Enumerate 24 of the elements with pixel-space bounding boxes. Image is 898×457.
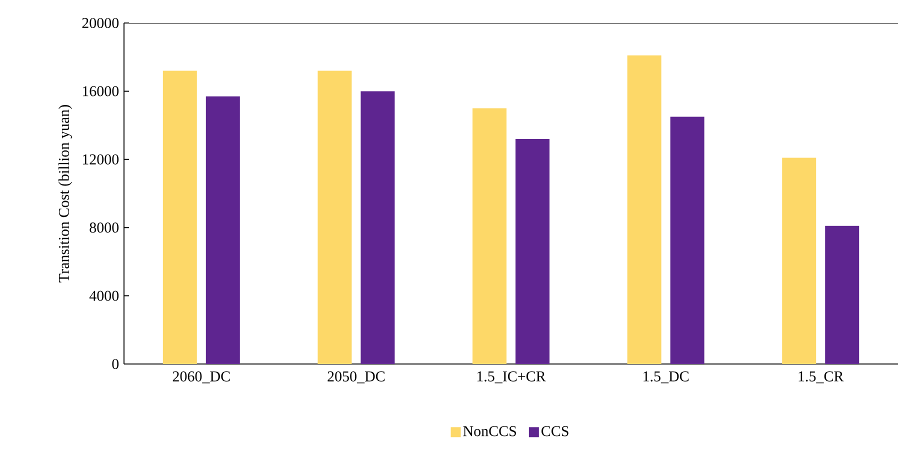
bar <box>360 91 395 364</box>
bar <box>318 70 352 364</box>
y-tick-label: 20000 <box>82 18 119 28</box>
bar <box>627 55 662 364</box>
y-axis-title: Transition Cost (billion yuan) <box>58 105 72 282</box>
bar <box>782 158 816 364</box>
legend-label: CCS <box>542 426 568 436</box>
y-tick-label: 12000 <box>82 154 119 164</box>
x-tick-label: 1.5_DC <box>644 371 689 384</box>
bar <box>670 116 704 364</box>
bar <box>472 108 507 364</box>
bar <box>162 70 197 364</box>
x-tick-label: 1.5_IC+CR <box>477 371 546 384</box>
x-tick-label: 1.5_CR <box>798 371 844 384</box>
bar <box>206 96 240 364</box>
bar <box>825 226 860 364</box>
x-tick-label: 2050_DC <box>328 371 385 384</box>
x-tick-label: 2060_DC <box>172 371 230 384</box>
y-tick-label: 16000 <box>82 86 119 96</box>
bar <box>516 138 550 364</box>
legend-label: NonCCS <box>463 426 516 436</box>
y-tick-label: 0 <box>112 358 119 370</box>
y-tick-label: 8000 <box>90 222 119 233</box>
y-tick-label: 4000 <box>89 290 119 301</box>
